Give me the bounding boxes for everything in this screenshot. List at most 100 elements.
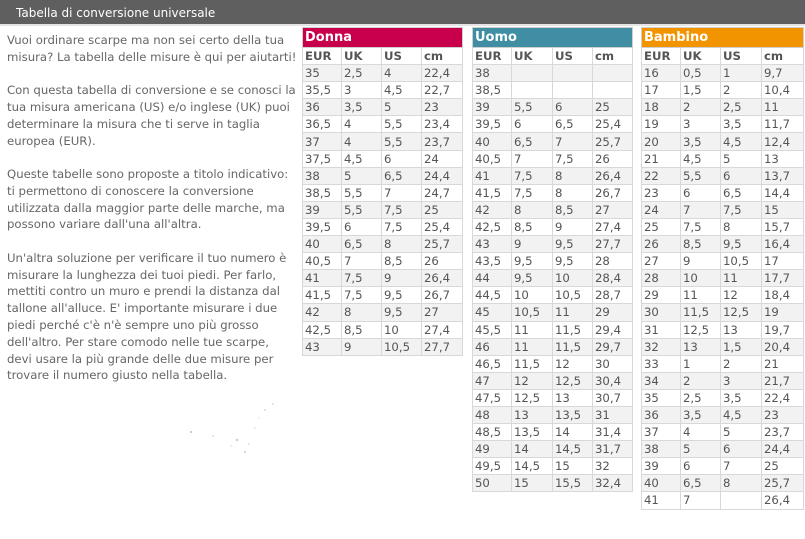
cell-us: 8,5 <box>552 200 593 219</box>
cell-cm: 28,7 <box>591 286 634 305</box>
cell-us: 9,5 <box>552 235 593 254</box>
cell-uk: 5,5 <box>511 98 553 117</box>
cell-eur: 22 <box>641 166 681 185</box>
cell-us: 11,5 <box>552 320 593 339</box>
cell-cm: 20,4 <box>761 337 804 356</box>
cell-us <box>552 81 593 100</box>
table-row: 30 11,5 12,5 19 <box>641 303 804 322</box>
cell-us: 9 <box>552 217 593 237</box>
col-header-us: US <box>552 46 593 66</box>
page-title: Tabella di conversione universale <box>16 6 216 20</box>
table-row: 46,5 11,5 12 30 <box>472 354 634 373</box>
cell-eur: 23 <box>641 183 681 202</box>
table-row: 48,5 13,5 14 31,4 <box>472 423 634 442</box>
table-row: 50 15 15,5 32,4 <box>472 474 634 493</box>
cell-eur: 31 <box>641 320 681 339</box>
cell-cm: 12,4 <box>761 132 804 151</box>
cell-cm: 23,4 <box>420 115 464 134</box>
cell-uk: 12 <box>511 371 553 390</box>
cell-eur: 16 <box>641 64 681 83</box>
cell-eur: 43 <box>472 235 512 254</box>
table-row: 44,5 10 10,5 28,7 <box>472 286 634 305</box>
cell-uk: 3,5 <box>680 132 721 151</box>
cell-us: 1 <box>720 64 762 83</box>
cell-us: 9,5 <box>720 235 762 254</box>
cell-uk: 5 <box>341 166 382 185</box>
cell-us: 7,5 <box>720 200 762 219</box>
col-header-eur: EUR <box>641 46 681 66</box>
cell-uk: 4 <box>341 132 382 151</box>
table-row: 41 7,5 8 26,4 <box>472 166 634 185</box>
cell-us: 4 <box>381 64 422 83</box>
cell-us: 7 <box>552 132 593 151</box>
cell-eur: 37 <box>641 423 681 442</box>
table-row: 38 5 6,5 24,4 <box>302 166 464 185</box>
cell-cm: 15,7 <box>761 217 804 237</box>
cell-cm: 27,4 <box>420 320 464 339</box>
cell-us: 2 <box>720 354 762 373</box>
cell-cm: 22,4 <box>761 388 804 407</box>
cell-eur: 35 <box>302 64 342 83</box>
cell-eur: 46,5 <box>472 354 512 373</box>
cell-cm: 22,7 <box>420 81 464 100</box>
cell-uk: 7 <box>680 491 721 510</box>
cell-us: 6 <box>720 440 762 459</box>
cell-eur: 36,5 <box>302 115 342 134</box>
cell-uk <box>511 81 553 100</box>
cell-cm: 25,7 <box>591 132 634 151</box>
cell-cm: 17,7 <box>761 269 804 288</box>
cell-eur: 35,5 <box>302 81 342 100</box>
table-row: 22 5,5 6 13,7 <box>641 166 804 185</box>
col-header-cm: cm <box>420 46 464 66</box>
table-row: 41,5 7,5 9,5 26,7 <box>302 286 464 305</box>
cell-cm: 25,7 <box>420 235 464 254</box>
cell-cm: 27 <box>420 303 464 322</box>
table-header-donna: Donna <box>301 27 464 48</box>
cell-uk: 10,5 <box>511 303 553 322</box>
cell-cm: 11,7 <box>761 115 804 134</box>
cell-cm: 26,7 <box>591 183 634 202</box>
col-header-uk: UK <box>511 46 553 66</box>
cell-uk: 3,5 <box>680 405 721 425</box>
intro-paragraph-3: Queste tabelle sono proposte a titolo in… <box>7 166 289 232</box>
cell-eur: 41,5 <box>472 183 512 202</box>
cell-uk: 9 <box>341 337 382 356</box>
cell-uk: 9,5 <box>511 252 553 271</box>
cell-eur: 43 <box>302 337 342 356</box>
table-row: 26 8,5 9,5 16,4 <box>641 235 804 254</box>
col-header-cm: cm <box>761 46 804 66</box>
cell-uk: 6 <box>511 115 553 134</box>
cell-eur: 30 <box>641 303 681 322</box>
cell-cm: 32 <box>591 457 634 476</box>
cell-eur: 17 <box>641 81 681 100</box>
cell-eur: 47,5 <box>472 388 512 407</box>
cell-us: 7,5 <box>381 200 422 219</box>
cell-uk: 11,5 <box>511 354 553 373</box>
table-row: 24 7 7,5 15 <box>641 200 804 219</box>
cell-cm: 28 <box>591 252 634 271</box>
cell-us: 13 <box>720 320 762 339</box>
cell-uk: 9,5 <box>511 269 553 288</box>
col-header-eur: EUR <box>302 46 342 66</box>
cell-us: 12,5 <box>552 371 593 390</box>
cell-eur: 39,5 <box>472 115 512 134</box>
cell-uk: 6,5 <box>341 235 382 254</box>
col-header-us: US <box>381 46 422 66</box>
cell-us: 8 <box>720 474 762 493</box>
cell-uk: 13 <box>511 405 553 425</box>
cell-eur: 40 <box>302 235 342 254</box>
cell-cm: 25,4 <box>591 115 634 134</box>
cell-us: 7 <box>720 457 762 476</box>
table-row: 27 9 10,5 17 <box>641 252 804 271</box>
cell-cm: 31 <box>591 405 634 425</box>
cell-uk: 8,5 <box>680 235 721 254</box>
table-header-uomo: Uomo <box>471 27 634 48</box>
cell-uk: 10 <box>511 286 553 305</box>
cell-uk: 7,5 <box>341 269 382 288</box>
table-row: 21 4,5 5 13 <box>641 149 804 168</box>
cell-us: 2 <box>720 81 762 100</box>
cell-cm: 24 <box>420 149 464 168</box>
table-row: 49 14 14,5 31,7 <box>472 440 634 459</box>
cell-uk: 12,5 <box>680 320 721 339</box>
cell-uk: 15 <box>511 474 553 493</box>
